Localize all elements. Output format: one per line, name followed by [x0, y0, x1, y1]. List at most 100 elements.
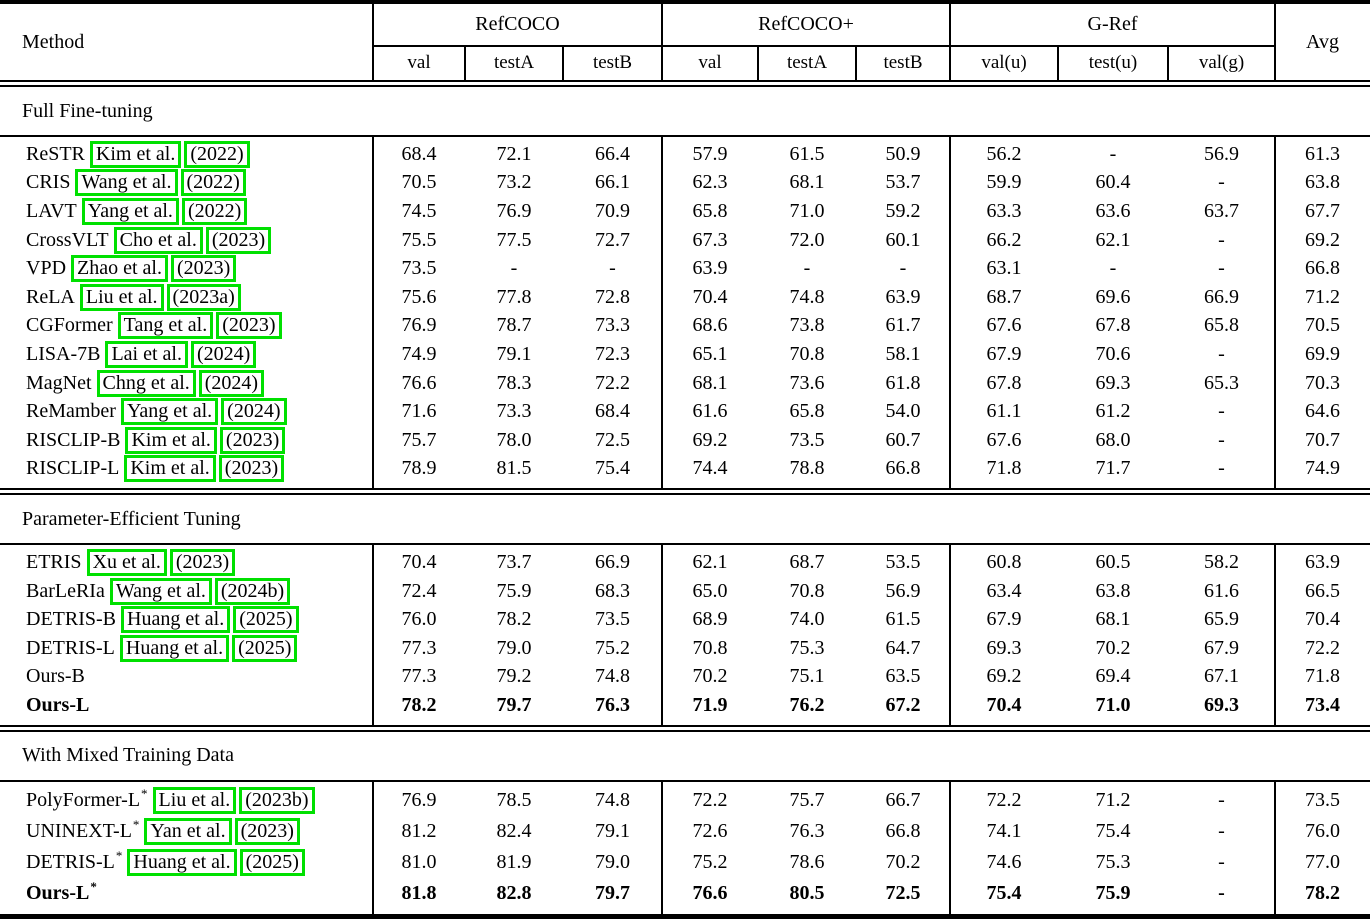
citation-year-link[interactable]: (2024b) [214, 577, 291, 605]
avg-value-cell: 73.4 [1305, 693, 1340, 716]
citation-year-link[interactable]: (2025) [239, 848, 305, 876]
citation-author-link[interactable]: Wang et al. [109, 577, 212, 605]
citation-year-link[interactable]: (2023b) [239, 786, 315, 814]
value-cell: 74.0 [789, 608, 825, 631]
citation-author-link[interactable]: Zhao et al. [71, 255, 168, 283]
value-cell: 72.0 [789, 228, 825, 251]
method-name: BarLeRIa [26, 579, 105, 602]
citation-year-link[interactable]: (2023) [234, 817, 300, 845]
value-cell: 64.7 [885, 636, 921, 659]
citation-year-link[interactable]: (2023a) [166, 283, 241, 311]
citation-author-link[interactable]: Xu et al. [86, 548, 167, 576]
avg-value-cell: 76.0 [1305, 819, 1340, 842]
citation-author-link[interactable]: Cho et al. [113, 226, 203, 254]
table-row: RISCLIP-L Kim et al. (2023) 78.9 81.5 75.4 74.… [0, 455, 1370, 484]
method-cell: ETRIS Xu et al. (2023) [0, 548, 373, 576]
citation-year-link[interactable]: (2025) [233, 606, 299, 634]
value-cell: 56.2 [986, 142, 1022, 165]
citation-author-link[interactable]: Lai et al. [105, 340, 188, 368]
citation-author-link[interactable]: Huang et al. [127, 848, 237, 876]
citation-author-link[interactable]: Kim et al. [89, 140, 182, 168]
citation-year-link[interactable]: (2023) [205, 226, 272, 254]
citation-author-link[interactable]: Yang et al. [81, 197, 179, 225]
value-cell: 79.7 [595, 881, 630, 904]
value-cell: 74.8 [789, 285, 825, 308]
column-separator [949, 781, 951, 914]
value-cell: 58.1 [885, 342, 921, 365]
value-cell: 71.9 [692, 693, 728, 716]
method-name: RISCLIP-B [26, 428, 121, 451]
value-cell: - [1218, 819, 1225, 842]
value-cell: 68.1 [1095, 608, 1131, 631]
citation-year-link[interactable]: (2023) [216, 312, 282, 340]
citation-author-link[interactable]: Chng et al. [96, 369, 196, 397]
value-cell: 68.1 [692, 371, 728, 394]
value-cell: 78.2 [401, 693, 437, 716]
value-cell: 60.8 [986, 550, 1022, 573]
value-cell: - [1218, 342, 1225, 365]
avg-value-cell: 71.8 [1305, 665, 1340, 688]
citation-author-link[interactable]: Kim et al. [124, 455, 216, 483]
citation-year-link[interactable]: (2024) [198, 369, 265, 397]
citation-author-link[interactable]: Huang et al. [119, 634, 230, 662]
citation-year-link[interactable]: (2023) [218, 455, 285, 483]
table-row: PolyFormer-L* Liu et al. (2023b) 76.9 78.5 74… [0, 785, 1370, 816]
value-cell: 75.1 [789, 665, 825, 688]
value-cell: - [1218, 457, 1225, 480]
method-cell: UNINEXT-L* Yan et al. (2023) [0, 817, 373, 845]
value-cell: - [1218, 171, 1225, 194]
value-cell: 81.5 [496, 457, 532, 480]
value-cell: 78.5 [496, 788, 532, 811]
value-cell: 61.2 [1095, 400, 1131, 423]
citation-author-link[interactable]: Tang et al. [117, 312, 214, 340]
citation-author-link[interactable]: Liu et al. [152, 786, 237, 814]
citation-author-link[interactable]: Huang et al. [121, 606, 231, 634]
citation-author-link[interactable]: Liu et al. [79, 283, 164, 311]
value-cell: 72.3 [595, 342, 630, 365]
citation-year-link[interactable]: (2024) [190, 340, 257, 368]
citation-year-link[interactable]: (2023) [169, 548, 236, 576]
citation-year-link[interactable]: (2023) [170, 255, 237, 283]
value-cell: 69.4 [1095, 665, 1131, 688]
citation-year-link[interactable]: (2025) [232, 634, 298, 662]
method-cell: LAVT Yang et al. (2022) [0, 197, 373, 225]
avg-value-cell: 78.2 [1305, 881, 1340, 904]
citation-author-link[interactable]: Yang et al. [120, 398, 219, 426]
value-cell: - [1218, 850, 1225, 873]
superscript-star: * [115, 848, 123, 864]
citation-year-link[interactable]: (2022) [180, 169, 246, 197]
method-name: CRIS [26, 171, 71, 194]
citation-author-link[interactable]: Wang et al. [75, 169, 178, 197]
citation-year-link[interactable]: (2022) [184, 140, 250, 168]
citation-author-link[interactable]: Kim et al. [125, 426, 217, 454]
value-cell: 71.0 [1095, 693, 1131, 716]
citation-year-link[interactable]: (2023) [219, 426, 286, 454]
value-cell: 66.4 [595, 142, 630, 165]
value-cell: 75.9 [1095, 881, 1131, 904]
value-cell: 71.7 [1095, 457, 1131, 480]
value-cell: 73.6 [789, 371, 825, 394]
value-cell: - [1218, 400, 1225, 423]
table-row: Ours-L* 81.8 82.8 79.7 76.6 80.5 72.5 75.4 75.9 -… [0, 878, 1370, 909]
value-cell: 70.5 [401, 171, 437, 194]
avg-value-cell: 70.7 [1305, 428, 1340, 451]
subcolumn-separator [464, 45, 466, 80]
value-cell: 63.5 [885, 665, 921, 688]
avg-value-cell: 70.4 [1305, 608, 1340, 631]
value-cell: 72.5 [885, 881, 921, 904]
avg-value-cell: 70.5 [1305, 314, 1340, 337]
value-cell: 72.1 [496, 142, 532, 165]
method-cell: ReSTR Kim et al. (2022) [0, 140, 373, 168]
value-cell: 57.9 [692, 142, 728, 165]
value-cell: - [1109, 257, 1117, 280]
citation-year-link[interactable]: (2024) [221, 398, 287, 426]
value-cell: 76.3 [789, 819, 825, 842]
value-cell: 71.2 [1095, 788, 1131, 811]
value-cell: 61.7 [885, 314, 921, 337]
value-cell: 75.9 [496, 579, 532, 602]
value-cell: 63.1 [986, 257, 1022, 280]
citation-author-link[interactable]: Yan et al. [144, 817, 232, 845]
value-cell: 69.2 [986, 665, 1022, 688]
citation-year-link[interactable]: (2022) [181, 197, 248, 225]
value-cell: 71.8 [986, 457, 1022, 480]
